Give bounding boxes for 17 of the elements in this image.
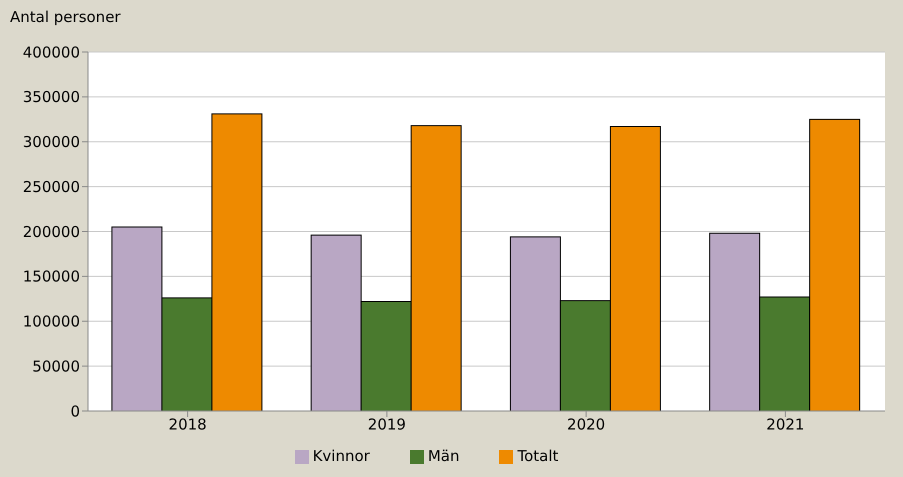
y-tick-label: 100000 [22,312,80,331]
x-tick-label: 2020 [567,416,606,434]
y-axis-title: Antal personer [10,8,121,26]
legend-label: Totalt [517,447,558,465]
y-tick-label: 350000 [22,88,80,106]
y-tick-label: 0 [70,402,80,420]
y-tick-label: 250000 [22,178,80,196]
x-tick-label: 2021 [766,416,804,434]
y-tick-label: 150000 [22,268,80,286]
x-tick-label: 2018 [168,416,207,434]
y-tick-label: 300000 [22,133,80,152]
y-tick-label: 50000 [32,357,80,376]
y-tick-label: 200000 [22,222,80,241]
x-tick-label: 2019 [368,416,406,434]
legend-label: Män [428,447,460,465]
y-tick-label: 400000 [22,43,80,62]
legend-label: Kvinnor [312,447,370,465]
